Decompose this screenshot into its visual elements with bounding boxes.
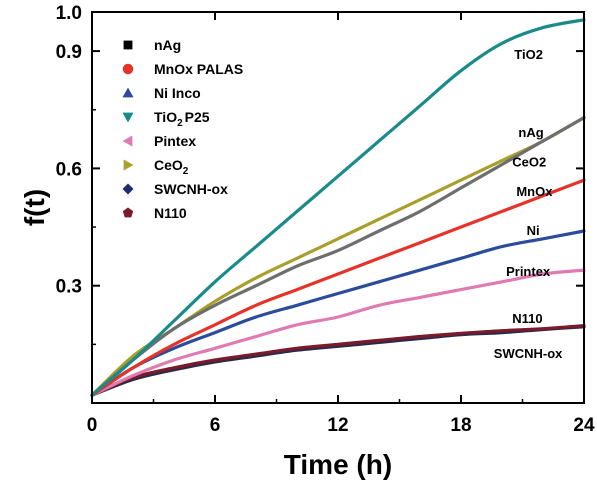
series-line-mnox-palas — [90, 178, 586, 397]
series-line-tio2-p25 — [90, 18, 586, 397]
legend-marker-ni-inco — [122, 87, 134, 98]
ticks-layer: 0 6 12 18 24 0.3 0.6 0.9 1.0 — [56, 3, 595, 436]
annotation-mnox: MnOx — [516, 184, 553, 199]
legend-label-nag: nAg — [154, 37, 181, 53]
series-line-swcnh-ox — [90, 325, 586, 397]
y-axis-title: f(t) — [19, 189, 50, 226]
series-line-n110 — [90, 324, 586, 397]
legend-label-n110: N110 — [154, 205, 187, 221]
y-tick-label: 1.0 — [56, 3, 82, 24]
x-tick-label: 18 — [450, 415, 471, 436]
x-tick-label: 6 — [210, 415, 221, 436]
legend: nAg MnOx PALAS Ni Inco TiO2 P25 Pintex CeO2 SWC… — [122, 37, 243, 221]
annotation-tio2: TiO2 — [514, 47, 543, 62]
legend-marker-ceo2 — [123, 159, 134, 171]
legend-label-ni-inco: Ni Inco — [154, 85, 201, 101]
legend-marker-swcnh-ox — [122, 183, 134, 195]
y-tick-label: 0.3 — [56, 277, 82, 298]
y-tick-label: 0.9 — [56, 42, 82, 63]
x-tick-label: 0 — [87, 415, 98, 436]
legend-label-tio2-p25: TiO2 P25 — [154, 109, 210, 129]
annotation-nag: nAg — [518, 125, 543, 140]
annotation-ni: Ni — [527, 223, 540, 238]
legend-label-mnox-palas: MnOx PALAS — [154, 61, 243, 77]
annotation-n110: N110 — [512, 311, 542, 326]
x-tick-label: 12 — [327, 415, 348, 436]
legend-marker-tio2-p25 — [122, 112, 134, 123]
annotations-layer: TiO2 nAg CeO2 MnOx Ni Printex N110 SWCNH-ox — [494, 47, 563, 361]
legend-label-swcnh-ox: SWCNH-ox — [154, 181, 228, 197]
x-tick-label: 24 — [573, 415, 595, 436]
annotation-ceo2: CeO2 — [512, 154, 546, 169]
legend-marker-nag — [123, 40, 133, 50]
y-tick-label: 0.6 — [56, 159, 82, 180]
legend-marker-n110 — [122, 207, 134, 218]
annotation-printex: Printex — [506, 264, 551, 279]
legend-marker-mnox-palas — [122, 63, 134, 75]
series-line-pintex — [90, 268, 586, 397]
series-line-ni-inco — [90, 229, 586, 397]
series-layer — [90, 18, 586, 397]
series-line-nag — [90, 116, 586, 397]
x-axis-title: Time (h) — [284, 449, 392, 480]
legend-label-pintex: Pintex — [154, 133, 196, 149]
legend-label-ceo2: CeO2 — [154, 157, 189, 177]
legend-marker-pintex — [122, 135, 133, 147]
annotation-swcnh-ox: SWCNH-ox — [494, 346, 563, 361]
